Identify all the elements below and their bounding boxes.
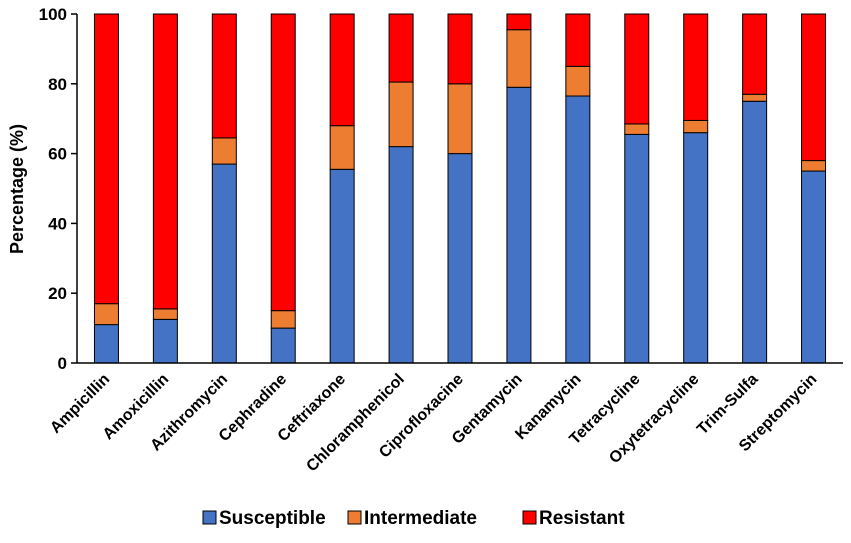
y-tick-label: 20 [48, 284, 67, 303]
bar-susceptible-azithromycin [211, 163, 237, 364]
y-tick-label: 80 [48, 75, 67, 94]
legend-label-resistant: Resistant [539, 508, 625, 529]
bar-resistant-gentamycin [506, 13, 532, 31]
bar-susceptible-oxytetracycline [683, 132, 709, 364]
bar-susceptible-amoxicillin [152, 318, 178, 364]
bar-resistant-oxytetracycline [683, 13, 709, 121]
bar-susceptible-ceftriaxone [329, 168, 355, 364]
bar-resistant-ciprofloxacine [447, 13, 473, 85]
bar-intermediate-chloramphenicol [388, 81, 414, 148]
bar-susceptible-cephradine [270, 327, 296, 364]
bar-intermediate-kanamycin [565, 65, 591, 97]
legend-swatch-susceptible [202, 510, 217, 525]
bar-resistant-tetracycline [624, 13, 650, 125]
y-tick-label: 60 [48, 145, 67, 164]
axes-layer: 0 20 40 60 80 100 [39, 5, 843, 373]
bar-susceptible-tetracycline [624, 133, 650, 364]
y-axis-title: Percentage (%) [7, 124, 27, 254]
bar-susceptible-ampicillin [93, 324, 119, 364]
legend-label-intermediate: Intermediate [364, 508, 477, 529]
bar-resistant-azithromycin [211, 13, 237, 139]
bars-layer [93, 13, 827, 364]
bar-resistant-ampicillin [93, 13, 119, 305]
x-tick-label: Chloramphenicol [303, 371, 407, 475]
bar-intermediate-ciprofloxacine [447, 83, 473, 155]
bar-resistant-cephradine [270, 13, 296, 312]
bar-susceptible-trim-sulfa [742, 100, 768, 364]
y-tick-label: 40 [48, 214, 67, 233]
legend-swatch-resistant [522, 510, 537, 525]
bar-resistant-kanamycin [565, 13, 591, 67]
bar-resistant-amoxicillin [152, 13, 178, 310]
bar-intermediate-ceftriaxone [329, 125, 355, 170]
bar-intermediate-gentamycin [506, 29, 532, 88]
bar-intermediate-amoxicillin [152, 308, 178, 320]
bar-susceptible-gentamycin [506, 86, 532, 364]
bar-resistant-ceftriaxone [329, 13, 355, 127]
bar-intermediate-oxytetracycline [683, 119, 709, 134]
bar-resistant-streptomycin [801, 13, 827, 162]
bar-intermediate-ampicillin [93, 303, 119, 326]
bar-intermediate-tetracycline [624, 123, 650, 135]
y-tick-label: 0 [58, 354, 67, 373]
bar-susceptible-chloramphenicol [388, 146, 414, 364]
y-tick-label: 100 [39, 5, 67, 24]
bar-resistant-chloramphenicol [388, 13, 414, 83]
bar-susceptible-ciprofloxacine [447, 153, 473, 364]
legend-label-susceptible: Susceptible [219, 508, 326, 529]
bar-intermediate-trim-sulfa [742, 93, 768, 102]
bar-susceptible-streptomycin [801, 170, 827, 364]
bar-intermediate-streptomycin [801, 160, 827, 172]
labels-layer: AmpicillinAmoxicillinAzithromycinCephrad… [47, 371, 820, 476]
bar-resistant-trim-sulfa [742, 13, 768, 95]
bar-intermediate-cephradine [270, 310, 296, 329]
legend: Susceptible Intermediate Resistant [202, 508, 625, 529]
legend-swatch-intermediate [347, 510, 362, 525]
bar-intermediate-azithromycin [211, 137, 237, 165]
bar-susceptible-kanamycin [565, 95, 591, 364]
